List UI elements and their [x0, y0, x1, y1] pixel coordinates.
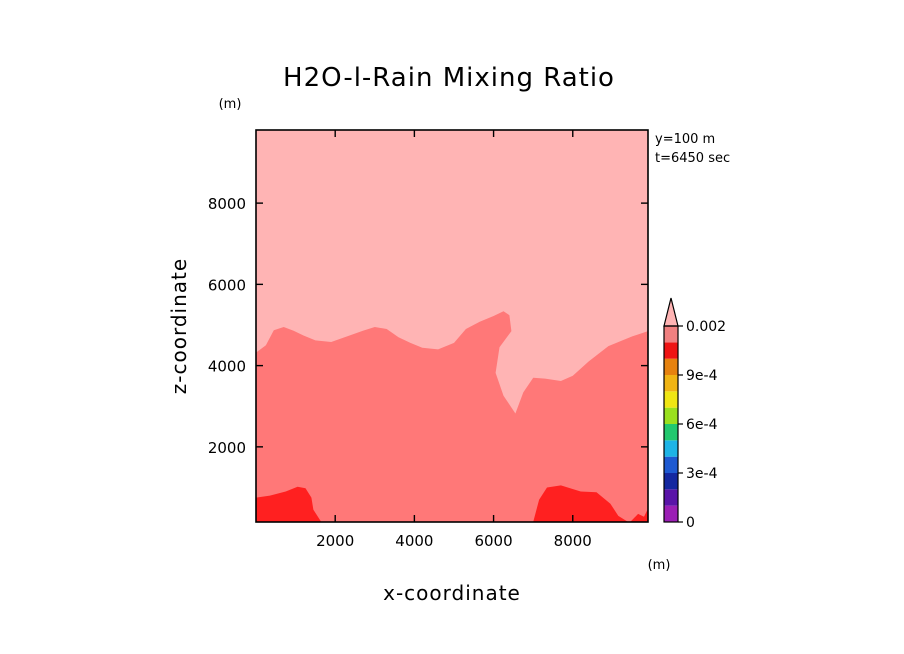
colorbar-swatch — [664, 375, 678, 392]
plot-frame — [255, 129, 649, 523]
colorbar-swatch — [664, 424, 678, 441]
colorbar-swatch — [664, 456, 678, 473]
y-tick-label: 8000 — [208, 195, 246, 213]
colorbar-swatch — [664, 358, 678, 375]
contour-fill-rain-core-edge — [630, 508, 648, 522]
x-axis: 2000 4000 6000 8000 — [316, 130, 592, 550]
colorbar: 0 3e-4 6e-4 9e-4 0.002 — [663, 297, 726, 531]
y-unit-label: (m) — [219, 97, 242, 112]
x-unit-label: (m) — [648, 558, 671, 573]
contour-fill-lower-mixing-region — [256, 311, 648, 522]
colorbar-swatch — [664, 505, 678, 522]
y-axis: 2000 4000 6000 8000 — [208, 195, 648, 457]
colorbar-swatch — [664, 342, 678, 359]
x-tick-label: 8000 — [554, 532, 592, 550]
colorbar-label: 6e-4 — [686, 417, 718, 433]
annotation-time: t=6450 sec — [655, 151, 730, 166]
x-tick-label: 4000 — [395, 532, 433, 550]
colorbar-label: 0 — [686, 515, 695, 531]
y-axis-title: z-coordinate — [167, 258, 191, 394]
colorbar-swatch — [664, 489, 678, 506]
colorbar-label: 3e-4 — [686, 466, 718, 482]
x-axis-title: x-coordinate — [383, 581, 521, 605]
colorbar-swatch — [664, 407, 678, 424]
x-tick-label: 2000 — [316, 532, 354, 550]
colorbar-label: 9e-4 — [686, 368, 718, 384]
x-tick-label: 6000 — [474, 532, 512, 550]
chart-title: H2O-l-Rain Mixing Ratio — [283, 63, 615, 93]
annotation-y-position: y=100 m — [655, 132, 715, 147]
contour-fill-rain-core-left — [256, 486, 322, 522]
contour-fill-rain-core-right — [533, 485, 629, 522]
colorbar-swatch — [664, 440, 678, 457]
colorbar-extend-arrow — [663, 297, 679, 327]
colorbar-swatch — [664, 391, 678, 408]
y-tick-label: 4000 — [208, 358, 246, 376]
colorbar-label: 0.002 — [686, 319, 726, 335]
y-tick-label: 6000 — [208, 276, 246, 294]
y-tick-label: 2000 — [208, 439, 246, 457]
plot-area — [256, 130, 648, 522]
colorbar-swatch — [664, 326, 678, 343]
colorbar-swatch — [664, 473, 678, 490]
